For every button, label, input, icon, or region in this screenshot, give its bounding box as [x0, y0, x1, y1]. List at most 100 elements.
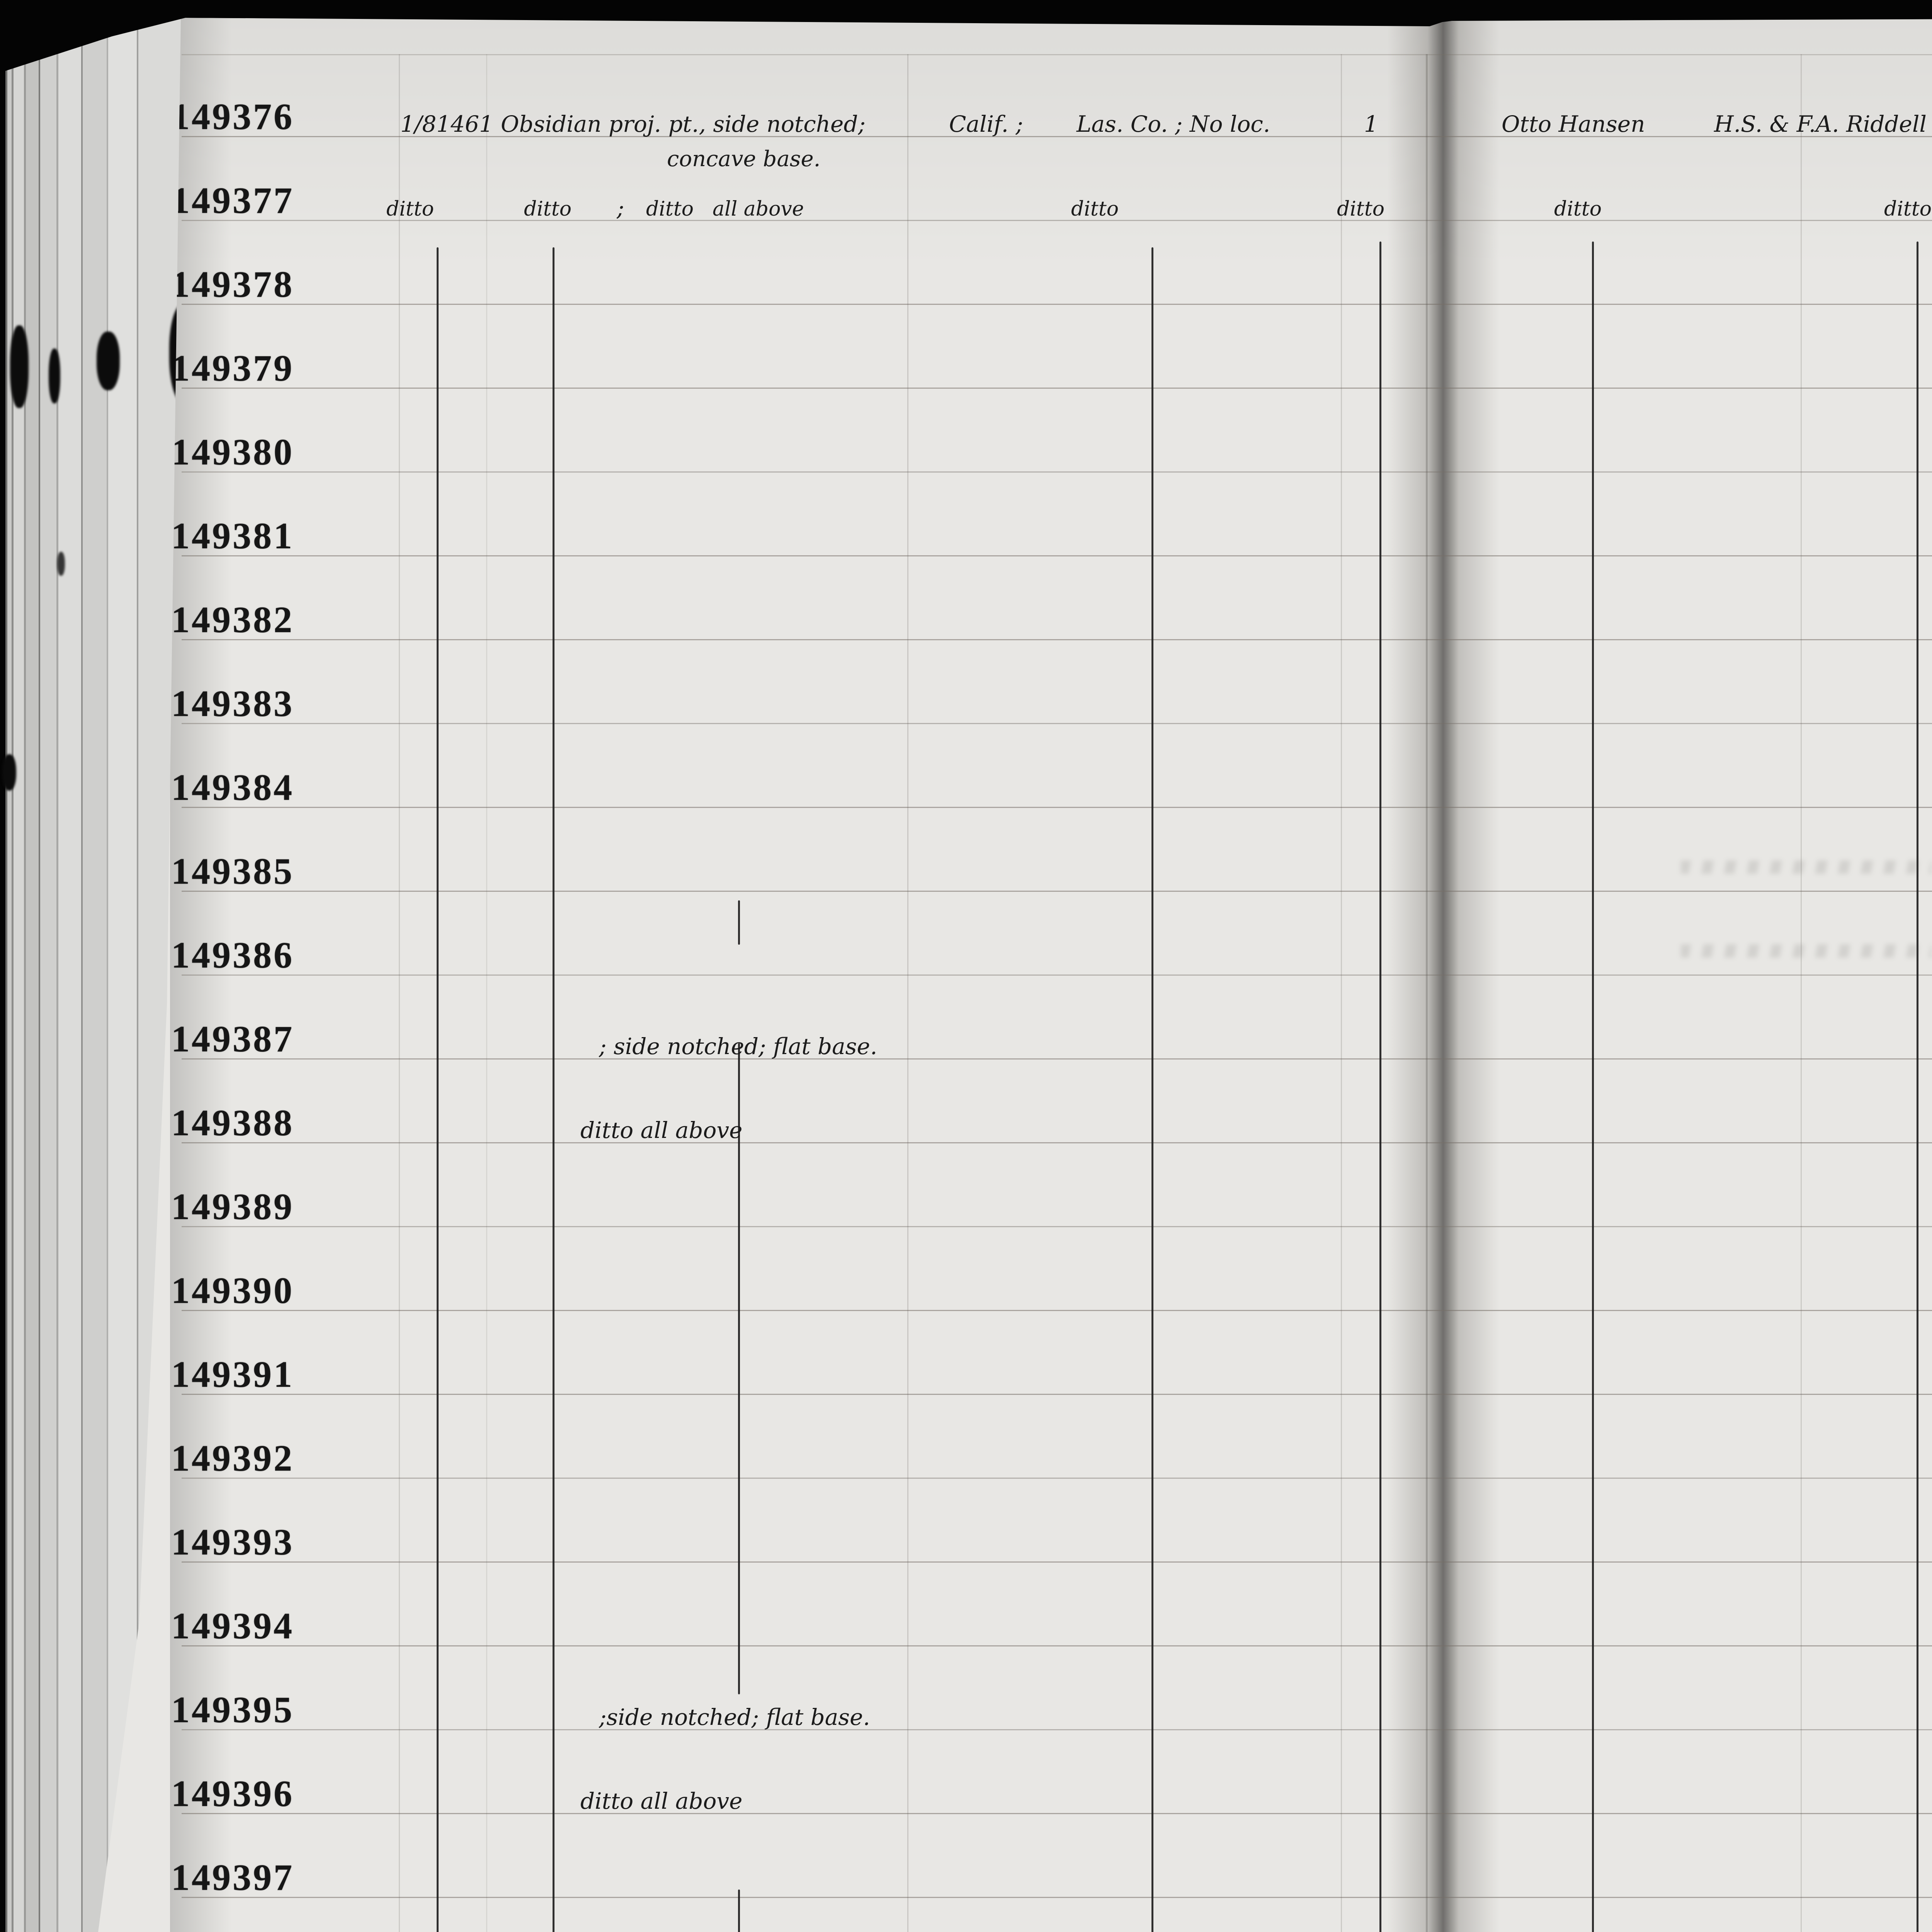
ink-smudge [2, 754, 16, 791]
ledger-row: 149380″149380 [66, 426, 1932, 473]
ruled-line [182, 1729, 1932, 1730]
ruled-line [182, 891, 1932, 892]
cell-desc2: concave base. [667, 146, 821, 172]
catalog-number: 149381 [171, 515, 294, 556]
cell-descc: ditto all above [580, 1117, 743, 1143]
ruled-line [182, 1394, 1932, 1395]
ink-smudge [10, 325, 29, 408]
column-line [486, 54, 487, 1932]
cell-desc-above: all above [713, 197, 804, 221]
ledger-row: 149383″149383 [66, 677, 1932, 724]
catalog-number: 149379 [171, 347, 294, 389]
column-line [907, 54, 908, 1932]
ruled-line [182, 1897, 1932, 1898]
catalog-number: 149384 [171, 767, 294, 808]
ruled-line [182, 1813, 1932, 1814]
ditto-line [1592, 242, 1594, 1932]
catalog-number: 149378 [171, 264, 294, 305]
ledger-row: 1493901516″149390 [66, 1264, 1932, 1311]
ruled-line [182, 220, 1932, 221]
catalog-number: 149389 [171, 1186, 294, 1227]
ditto-line [738, 900, 740, 945]
cell-acc-ditto: ditto [386, 197, 434, 221]
ditto-line [738, 1889, 740, 1932]
cell-acc: 1/81461 [400, 111, 493, 137]
ledger-row: 149381fragment149381 [66, 510, 1932, 556]
column-line [1341, 54, 1342, 1932]
ditto-line [1151, 247, 1153, 1932]
cell-desc-semi: ; [617, 195, 624, 221]
ditto-line [1917, 242, 1918, 1932]
catalog-number: 149390 [171, 1270, 294, 1311]
ledger-row: 149377 ditto ditto; ditto all above ditto ditt… [66, 174, 1932, 221]
catalog-number: 149380 [171, 431, 294, 473]
cell-count-ditto: ditto [1337, 197, 1385, 221]
cell-loc-ditto: ditto [1071, 197, 1119, 221]
catalog-number: 149391 [171, 1354, 294, 1395]
cell-obt-ditto: ditto [1884, 197, 1932, 221]
catalog-number: 149376 [171, 96, 294, 137]
ledger-row: 149387; side notched; flat base.118″1493… [66, 1013, 1932, 1060]
ruled-line [182, 471, 1932, 473]
ditto-line [738, 1043, 740, 1694]
ruled-line [182, 388, 1932, 389]
catalog-number: 149385 [171, 850, 294, 892]
ruled-line [182, 1561, 1932, 1563]
catalog-number: 149396 [171, 1773, 294, 1814]
column-line [1426, 54, 1428, 1932]
ink-smudge [57, 552, 65, 576]
ruled-line [182, 555, 1932, 556]
cell-desc-ditto3: ditto [646, 197, 694, 221]
ditto-line [553, 247, 554, 1932]
cell-descc: ditto all above [580, 1788, 743, 1814]
catalog-number: 149387 [171, 1018, 294, 1060]
ledger-row: 149395;side notched; flat base.1116″1493… [66, 1684, 1932, 1730]
ledger-row: 149385″149385 [66, 845, 1932, 892]
cell-state: Calif. ; [949, 111, 1023, 137]
ledger-row: 1493941116″149394 [66, 1600, 1932, 1646]
ruled-line [182, 639, 1932, 640]
ledger-row: 149376 1/81461 Obsidian proj. pt., side no… [66, 90, 1932, 170]
ledger-row: 1493891316″149389 [66, 1180, 1932, 1227]
catalog-number: 149377 [171, 180, 294, 221]
ink-smudge [49, 349, 60, 403]
catalog-number: 149393 [171, 1521, 294, 1563]
ledger-row: 149379″149379 [66, 342, 1932, 389]
ruled-line [182, 1058, 1932, 1060]
ruled-line [182, 1226, 1932, 1227]
cell-descb: ;side notched; flat base. [599, 1704, 870, 1730]
cell-obtained: H.S. & F.A. Riddell [1714, 111, 1927, 137]
ruled-line [182, 807, 1932, 808]
ruled-line [182, 54, 1932, 55]
cell-descb: ; side notched; flat base. [599, 1033, 878, 1060]
cell-county: Las. Co. ; No loc. [1077, 111, 1270, 137]
ink-smudge [97, 332, 120, 390]
ruled-line [182, 1645, 1932, 1646]
ditto-line [437, 247, 439, 1932]
ledger-row: 149397916″149397 [66, 1851, 1932, 1898]
catalog-number: 149394 [171, 1605, 294, 1646]
catalog-number: 149388 [171, 1102, 294, 1143]
ruled-line [182, 1478, 1932, 1479]
column-line [1801, 54, 1802, 1932]
ruled-line [182, 304, 1932, 305]
ledger-row: 149386″149386 [66, 929, 1932, 976]
ruled-line [182, 975, 1932, 976]
ruled-line [182, 136, 1932, 137]
ledger-row: 1493931716″149393 [66, 1516, 1932, 1563]
cell-collector: Otto Hansen [1502, 111, 1645, 137]
catalog-number: 149383 [171, 683, 294, 724]
bleedthrough-writing [1681, 944, 1932, 957]
cell-desc: Obsidian proj. pt., side notched; [501, 111, 866, 137]
catalog-number: 149397 [171, 1857, 294, 1898]
bleedthrough-writing [1681, 861, 1932, 874]
ditto-line [1379, 242, 1381, 1932]
catalog-number: 149386 [171, 934, 294, 976]
catalog-number: 149395 [171, 1689, 294, 1730]
ledger-row: 149382″149382 [66, 594, 1932, 640]
